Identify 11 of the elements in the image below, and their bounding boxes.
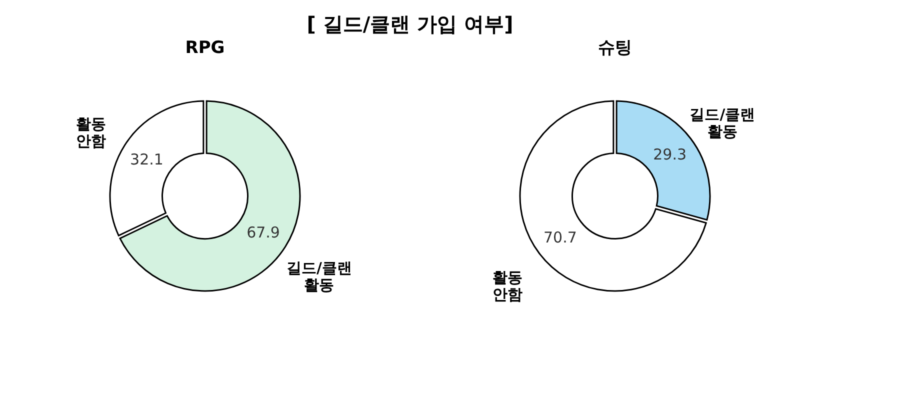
slice-label: 길드/클랜 활동	[690, 105, 756, 140]
slice-label: 활동 안함	[76, 115, 106, 150]
data-label: 70.7	[543, 228, 577, 247]
text: [ 길드/클랜 가입 여부]	[306, 12, 514, 36]
data-label: 32.1	[130, 150, 164, 168]
data-label: 67.9	[246, 224, 280, 242]
slice-label: 활동 안함	[492, 268, 523, 304]
chart-title: 슈팅	[598, 38, 632, 58]
slice-label: 길드/클랜 활동	[286, 258, 352, 294]
data-label: 29.3	[653, 145, 687, 164]
chart-title: RPG	[185, 38, 225, 58]
